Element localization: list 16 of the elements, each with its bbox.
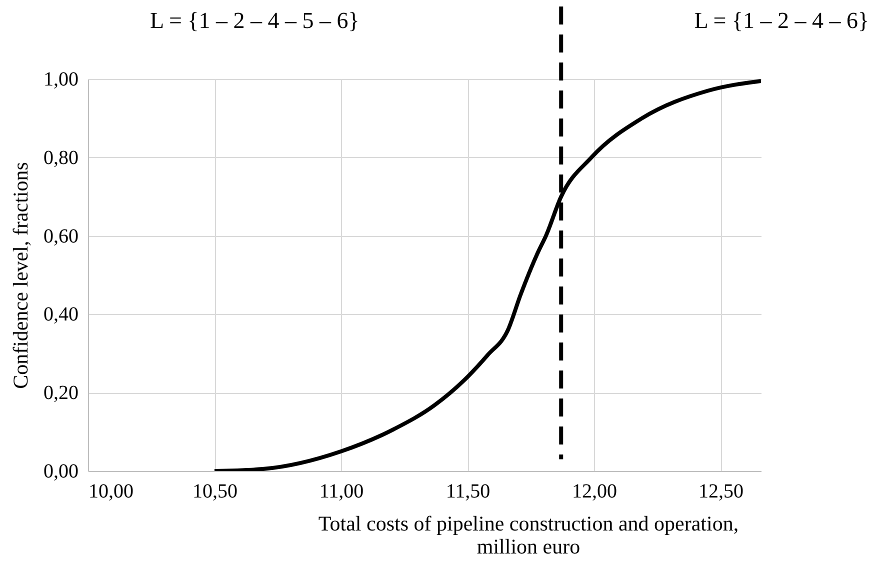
x-tick-label: 12,50	[698, 480, 744, 502]
x-tick-label: 12,00	[572, 480, 618, 502]
x-tick-label: 11,50	[446, 480, 490, 502]
x-tick-label: 11,00	[319, 480, 364, 502]
y-tick-label: 0,40	[44, 304, 78, 326]
y-tick-label: 0,00	[44, 460, 78, 482]
y-tick-label: 0,20	[44, 382, 78, 404]
y-tick-label: 0,60	[44, 225, 78, 248]
y-axis-title: Confidence level, fractions	[8, 162, 32, 389]
x-axis-title: Total costs of pipeline construction and operation, million euro	[318, 512, 739, 558]
x-tick-label: 10,00	[88, 480, 134, 502]
y-tick-label: 1,00	[44, 68, 78, 90]
text: L = {1 – 2 – 4 – 6}	[694, 8, 869, 34]
y-tick-label: 0,80	[44, 146, 78, 169]
x-tick-label: 10,50	[192, 480, 238, 502]
text: L = {1 – 2 – 4 – 5 – 6}	[150, 8, 360, 34]
